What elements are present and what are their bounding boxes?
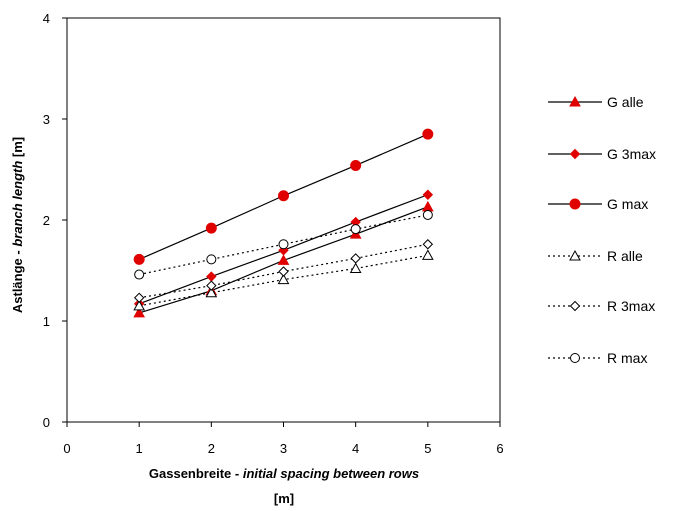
data-point <box>135 270 144 279</box>
y-tick-label: 4 <box>43 11 50 26</box>
legend-label: G alle <box>607 94 644 110</box>
x-axis-title-main: Gassenbreite - <box>149 466 243 481</box>
legend-item: G alle <box>548 94 644 110</box>
data-point <box>423 190 432 199</box>
data-point <box>135 293 144 302</box>
legend: G alle G 3max G max R alle R 3max R max <box>548 94 656 366</box>
legend-item: R alle <box>548 248 643 264</box>
data-point <box>423 250 433 259</box>
data-point <box>279 191 289 201</box>
y-axis-title-italic: branch length <box>10 161 25 247</box>
x-tick-label: 3 <box>280 441 287 456</box>
x-tick-label: 4 <box>352 441 359 456</box>
legend-item: R max <box>548 350 647 366</box>
y-axis-title-unit: [m] <box>10 137 25 161</box>
series-layer <box>134 129 433 317</box>
data-point <box>134 254 144 264</box>
data-point <box>207 272 216 281</box>
data-point <box>279 255 289 264</box>
y-axis-title: Astlänge - branch length [m] <box>10 137 25 313</box>
x-tick-label: 6 <box>496 441 503 456</box>
data-point <box>206 223 216 233</box>
legend-marker <box>571 354 580 363</box>
x-tick-label: 2 <box>208 441 215 456</box>
legend-item: G max <box>548 196 648 212</box>
legend-marker <box>571 302 580 311</box>
data-point <box>351 225 360 234</box>
legend-item: R 3max <box>548 298 655 314</box>
axis-ticks: 0 1 2 3 4 5 6 0 1 2 3 4 <box>43 11 504 456</box>
legend-label: R 3max <box>607 298 655 314</box>
legend-marker <box>570 199 580 209</box>
data-point <box>423 210 432 219</box>
y-tick-label: 1 <box>43 314 50 329</box>
data-point <box>423 240 432 249</box>
x-axis-title-unit: [m] <box>274 491 294 506</box>
legend-label: R alle <box>607 248 643 264</box>
x-tick-label: 1 <box>136 441 143 456</box>
plot-border <box>67 18 500 422</box>
plot-area <box>67 18 500 422</box>
y-tick-label: 2 <box>43 213 50 228</box>
data-point <box>279 267 288 276</box>
legend-label: G max <box>607 196 648 212</box>
data-point <box>351 254 360 263</box>
data-point <box>351 160 361 170</box>
data-point <box>423 129 433 139</box>
y-axis-title-main: Astlänge - <box>10 247 25 313</box>
data-point <box>279 240 288 249</box>
data-point <box>351 263 361 272</box>
data-point <box>207 255 216 264</box>
legend-item: G 3max <box>548 146 656 162</box>
data-point <box>423 202 433 211</box>
y-tick-label: 3 <box>43 112 50 127</box>
x-tick-label: 5 <box>424 441 431 456</box>
legend-label: G 3max <box>607 146 656 162</box>
legend-label: R max <box>607 350 647 366</box>
x-axis-title-italic: initial spacing between rows <box>243 466 419 481</box>
y-tick-label: 0 <box>43 415 50 430</box>
x-tick-label: 0 <box>63 441 70 456</box>
series-g-alle <box>134 202 433 317</box>
legend-marker <box>571 150 580 159</box>
x-axis-title: Gassenbreite - initial spacing between r… <box>149 466 419 481</box>
